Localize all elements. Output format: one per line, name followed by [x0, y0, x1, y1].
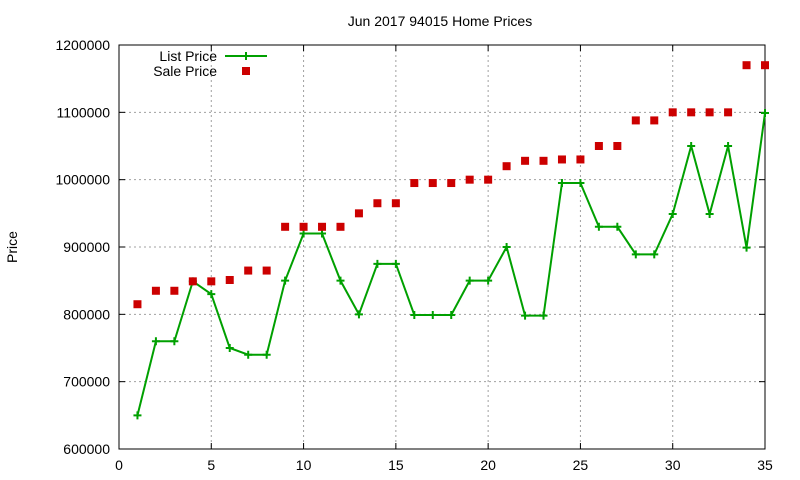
list-price-point — [761, 109, 769, 118]
list-price-point — [391, 259, 400, 268]
sale-price-point — [281, 222, 290, 231]
sale-price-point — [354, 209, 363, 218]
y-tick-label: 600000 — [63, 441, 110, 457]
list-price-point — [299, 229, 308, 238]
sale-price-point — [650, 116, 659, 125]
sale-price-point — [484, 175, 493, 184]
x-tick-label: 25 — [573, 457, 589, 473]
x-tick-label: 10 — [296, 457, 312, 473]
sale-price-point — [151, 286, 160, 295]
list-price-point — [742, 243, 751, 252]
list-price-point — [447, 311, 456, 320]
sale-price-point — [373, 199, 382, 208]
sale-price-point — [188, 277, 197, 286]
x-tick-label: 35 — [757, 457, 773, 473]
list-price-point — [410, 311, 419, 320]
y-tick-label: 800000 — [63, 306, 110, 322]
y-axis-label: Price — [4, 231, 20, 263]
sale-price-point — [170, 286, 179, 295]
grid — [119, 45, 765, 449]
sale-price-point — [539, 156, 548, 165]
sale-price-point — [225, 275, 234, 284]
legend-label-sale-price: Sale Price — [153, 63, 217, 79]
plot-border — [118, 44, 766, 450]
list-price-point — [318, 229, 327, 238]
list-price-point — [687, 142, 696, 150]
sale-price-point — [428, 179, 437, 188]
list-price-point — [576, 179, 585, 188]
list-price-point — [281, 276, 290, 285]
list-price-point — [336, 276, 345, 285]
sale-price-point — [521, 156, 530, 165]
list-price-point — [502, 243, 511, 251]
x-tick-label: 30 — [665, 457, 681, 473]
y-tick-label: 1200000 — [55, 37, 110, 53]
axes — [118, 44, 766, 450]
sale-price-point — [207, 277, 216, 286]
sale-price-point — [594, 142, 603, 150]
list-price-point — [631, 250, 640, 259]
list-price-point — [225, 344, 234, 352]
sale-price-point — [299, 222, 308, 231]
sale-price-point — [576, 155, 585, 164]
sale-price-point — [742, 61, 751, 70]
list-price-point — [539, 311, 548, 320]
sale-price-point — [613, 142, 622, 150]
list-price-point — [373, 259, 382, 268]
list-price-point — [521, 311, 530, 320]
list-price-point — [557, 179, 566, 188]
y-tick-label: 900000 — [63, 239, 110, 255]
sale-price-point — [502, 162, 511, 171]
list-price-point — [594, 222, 603, 231]
list-price-point — [244, 350, 253, 359]
sale-price-point — [465, 175, 474, 184]
sale-price-point — [133, 300, 142, 309]
x-tick-label: 0 — [115, 457, 123, 473]
sale-price-point — [318, 222, 327, 231]
sale-price-point — [244, 266, 253, 275]
x-tick-label: 15 — [388, 457, 404, 473]
sale-price-point — [668, 108, 677, 117]
sale-price-point — [410, 179, 419, 188]
list-price-point — [650, 250, 659, 259]
list-price-line — [136, 112, 766, 416]
sale-price-point — [724, 108, 733, 117]
sale-price-point — [687, 108, 696, 117]
x-tick-label: 5 — [207, 457, 215, 473]
list-price-point — [724, 142, 733, 150]
sale-price-point — [631, 116, 640, 125]
legend-label-list-price: List Price — [159, 48, 217, 64]
list-price-point — [428, 311, 437, 320]
plot-area — [133, 61, 769, 420]
list-price-point — [262, 350, 271, 359]
y-tick-label: 1000000 — [55, 172, 110, 188]
list-price-point — [668, 210, 677, 219]
list-price-point — [465, 276, 474, 285]
list-price-point — [354, 310, 363, 319]
chart-title: Jun 2017 94015 Home Prices — [348, 13, 532, 29]
sale-price-point — [336, 222, 345, 231]
list-price-point — [151, 337, 160, 346]
sale-price-point — [557, 155, 566, 164]
list-price-point — [613, 222, 622, 231]
list-price-point — [484, 276, 493, 285]
legend: List Price Sale Price — [153, 48, 267, 79]
legend-marker-sale-price — [242, 67, 250, 75]
x-tick-label: 20 — [480, 457, 496, 473]
sale-price-point — [262, 266, 271, 275]
legend-marker-list-price — [242, 52, 250, 60]
list-price-point — [705, 210, 714, 219]
list-price-point — [133, 411, 142, 420]
sale-price-point — [391, 199, 400, 208]
sale-price-point — [705, 108, 714, 117]
sale-price-point — [447, 179, 456, 188]
sale-price-point — [761, 61, 769, 70]
y-tick-label: 1100000 — [57, 104, 111, 120]
y-tick-label: 700000 — [63, 374, 110, 390]
tick-labels: 0 5 10 15 20 25 30 35 600000 700000 800000 900000 10… — [55, 37, 773, 473]
list-price-point — [207, 290, 216, 299]
list-price-point — [170, 337, 179, 346]
